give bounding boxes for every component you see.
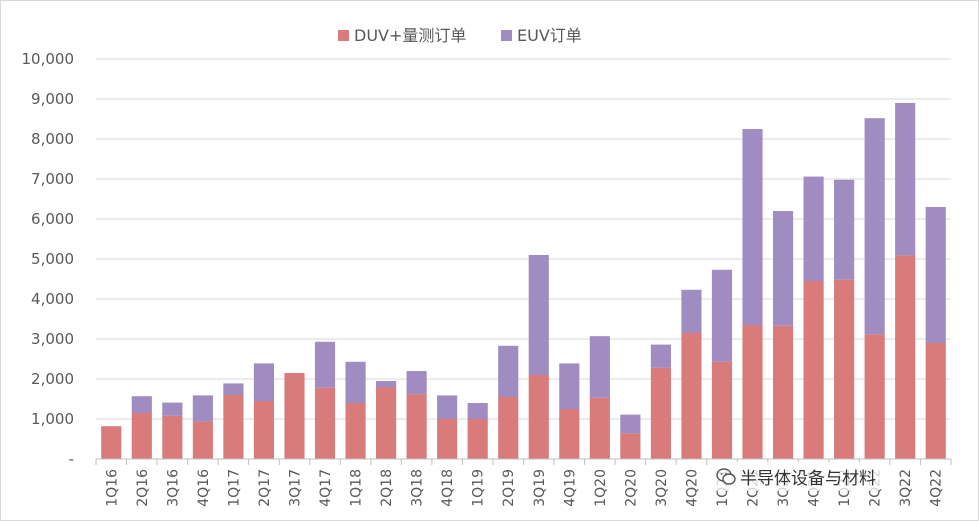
x-tick-label: 3Q17 [287,469,303,507]
bar-euv [834,179,855,280]
y-tick-label: 7,000 [31,170,74,188]
x-tick-label: 4Q18 [440,469,456,507]
bar-euv [162,402,183,416]
bar-duv [864,334,885,459]
bar-euv [803,176,824,281]
x-tick-label: 4Q17 [318,469,334,507]
bar-duv [467,419,488,459]
y-tick-label: 8,000 [31,130,74,148]
x-tick-label: 4Q20 [684,469,700,507]
bar-euv [345,361,366,403]
x-tick-label: 1Q17 [226,469,242,507]
bar-duv [589,397,610,459]
x-tick-label: 2Q18 [379,469,395,507]
legend: DUV+量测订单 EUV订单 [338,26,582,45]
bar-duv [253,401,275,459]
bar-duv [650,367,671,459]
bar-duv [314,387,336,459]
bar-duv [711,361,733,459]
bar-euv [589,336,610,398]
x-tick-label: 3Q22 [898,469,914,507]
bar-euv [681,289,702,333]
bar-duv [162,415,183,459]
x-tick-label: 2Q20 [623,469,639,507]
x-tick-label: 3Q16 [165,469,181,507]
bar-duv [772,325,794,459]
legend-swatch-euv [501,30,512,41]
x-tick-label: 4Q22 [929,469,945,507]
x-tick-label: 2Q19 [501,469,517,507]
bar-duv [376,387,397,459]
bar-euv [528,255,549,375]
x-tick-label: 1Q18 [349,469,365,507]
bar-duv [681,333,702,459]
bar-euv [772,211,794,326]
bar-euv [314,341,336,388]
x-tick-label: 3Q20 [654,469,670,507]
y-tick-label: 1,000 [31,410,74,428]
legend-label-duv: DUV+量测订单 [354,26,466,45]
x-tick-label: 4Q19 [562,469,578,507]
x-tick-label: 3Q18 [410,469,426,507]
bar-duv [223,395,244,459]
bar-euv [437,395,458,419]
bar-euv [559,363,580,409]
bar-duv [437,419,458,459]
bar-duv [498,397,519,459]
bar-duv [620,433,641,459]
wechat-icon [716,467,736,485]
bar-euv [223,383,244,395]
y-tick-label: 10,000 [22,50,75,68]
bar-euv [650,344,671,368]
x-tick-label: 2Q17 [257,469,273,507]
y-tick-label: 4,000 [31,290,74,308]
x-tick-label: 1Q19 [471,469,487,507]
x-tick-label: 1Q20 [593,469,609,507]
bar-duv [742,325,763,459]
y-tick-label: 9,000 [31,90,74,108]
bar-euv [467,403,488,419]
bar-euv [864,118,885,335]
bar-euv [895,103,916,256]
bar-duv [406,394,427,459]
bar-euv [620,414,641,434]
y-tick-label: 6,000 [31,210,74,228]
bar-euv [192,395,213,422]
bar-duv [101,426,122,459]
bar-duv [559,409,580,459]
bar-euv [742,129,763,325]
y-axis: - 1,000 2,000 3,000 4,000 5,000 6,000 7,000 8,00… [22,50,75,468]
bar-euv [131,396,152,413]
bar-duv [528,375,549,459]
watermark-text: 半导体设备与材料 [740,469,876,489]
y-tick-label: 5,000 [31,250,74,268]
y-tick-label: 2,000 [31,370,74,388]
bar-duv [803,281,824,459]
bar-euv [253,363,275,401]
y-tick-label: 3,000 [31,330,74,348]
bar-euv [925,207,946,343]
bar-duv [925,343,946,459]
x-tick-label: 2Q16 [135,469,151,507]
bar-duv [895,255,916,459]
legend-label-euv: EUV订单 [517,26,582,45]
x-tick-label: 1Q16 [104,469,120,507]
bars [101,103,946,459]
bar-duv [192,421,213,459]
bar-euv [376,381,397,387]
bar-duv [284,373,305,459]
bar-euv [711,269,733,362]
bar-duv [345,403,366,459]
bar-euv [498,345,519,397]
legend-swatch-duv [338,30,349,41]
bar-duv [131,413,152,459]
x-tick-label: 3Q19 [532,469,548,507]
x-tick-label: 4Q16 [196,469,212,507]
bar-duv [834,279,855,459]
watermark: 半导体设备与材料 [712,462,880,491]
y-tick-label: - [69,450,74,468]
bar-euv [406,371,427,395]
